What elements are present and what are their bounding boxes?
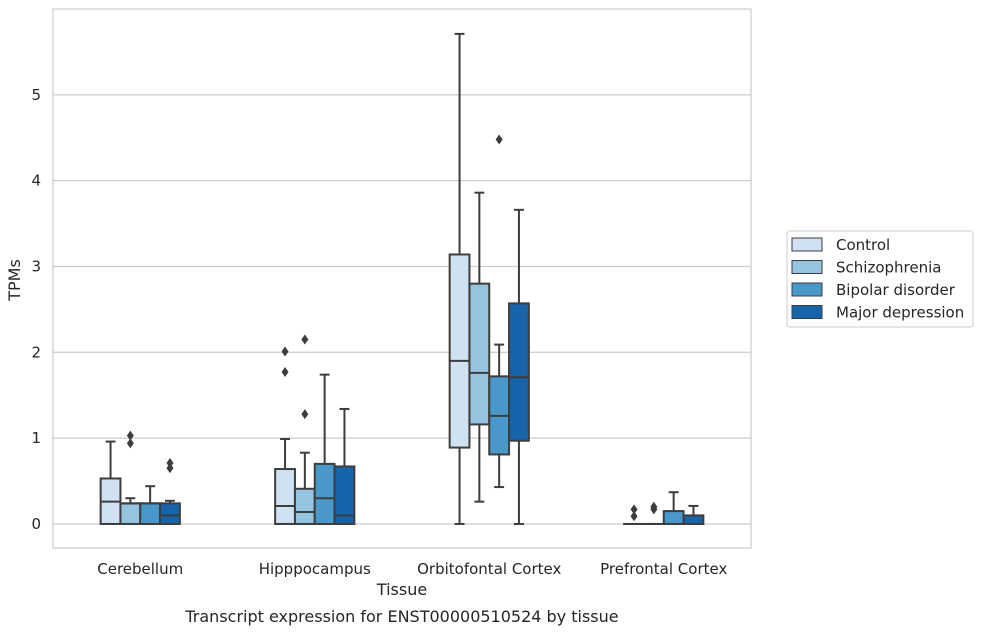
outlier-point (301, 409, 309, 420)
x-tick-labels: Cerebellum Hipppocampus Orbitofontal Corte… (97, 560, 727, 578)
outlier-point (301, 334, 309, 345)
outlier-point (630, 511, 638, 522)
box-major-depression (333, 407, 356, 525)
legend: Control Schizophrenia Bipolar disorder Majo… (786, 230, 974, 328)
box-bipolar-disorder (139, 485, 162, 525)
iqr-box (508, 302, 530, 442)
outlier-point (166, 463, 174, 474)
legend-swatch (791, 282, 823, 297)
outlier-point (495, 134, 503, 145)
x-tick-label: Hipppocampus (259, 560, 371, 578)
outlier-point (126, 438, 134, 449)
x-axis-label: Tissue (376, 580, 427, 599)
outlier-point (126, 430, 134, 441)
box-bipolar-disorder (662, 491, 685, 525)
y-tick-label: 0 (31, 515, 41, 533)
y-tick-label: 5 (31, 86, 41, 104)
box-control (274, 346, 296, 525)
legend-swatch (791, 260, 823, 274)
x-tick-label: Prefrontal Cortex (600, 560, 727, 578)
outlier-point (650, 501, 658, 512)
iqr-box (159, 502, 181, 525)
box-control (99, 440, 122, 525)
legend-frame (786, 230, 974, 328)
box-control (623, 504, 645, 525)
iqr-box (313, 462, 336, 525)
iqr-box (274, 468, 296, 525)
box-schizophrenia (642, 501, 665, 525)
iqr-box (468, 282, 491, 426)
box-schizophrenia (468, 191, 491, 503)
box-major-depression (682, 504, 705, 525)
legend-swatch (791, 305, 823, 319)
y-tick-labels: 0 1 2 3 4 5 (31, 86, 41, 533)
legend-label: Bipolar disorder (836, 281, 956, 299)
box-groups (99, 32, 705, 525)
chart-caption: Transcript expression for ENST0000051052… (184, 607, 618, 626)
y-tick-label: 2 (31, 343, 41, 361)
legend-swatch (791, 237, 823, 252)
box-major-depression (508, 208, 530, 525)
y-tick-label: 3 (31, 257, 41, 275)
gridlines (53, 94, 751, 525)
outlier-point (281, 346, 289, 357)
iqr-box (662, 510, 685, 525)
y-tick-label: 4 (31, 172, 41, 190)
iqr-box (293, 487, 316, 525)
box-control (448, 32, 471, 525)
box-schizophrenia (293, 334, 316, 525)
box-major-depression (159, 458, 181, 525)
x-tick-label: Cerebellum (97, 560, 183, 578)
plot-frame (52, 8, 752, 549)
legend-label: Schizophrenia (836, 259, 941, 277)
iqr-box (119, 502, 142, 525)
iqr-box (682, 514, 705, 525)
box-bipolar-disorder (488, 134, 511, 489)
legend-label: Control (836, 236, 890, 254)
box-bipolar-disorder (313, 373, 336, 525)
x-tick-label: Orbitofontal Cortex (417, 560, 561, 578)
iqr-box (139, 502, 162, 525)
iqr-box (333, 465, 356, 525)
outlier-point (630, 504, 638, 515)
outlier-point (281, 367, 289, 378)
outlier-point (166, 458, 174, 469)
y-axis-label: TPMs (5, 259, 24, 302)
box-schizophrenia (119, 430, 142, 525)
legend-label: Major depression (836, 304, 964, 322)
y-tick-label: 1 (31, 429, 41, 447)
iqr-box (448, 253, 471, 449)
